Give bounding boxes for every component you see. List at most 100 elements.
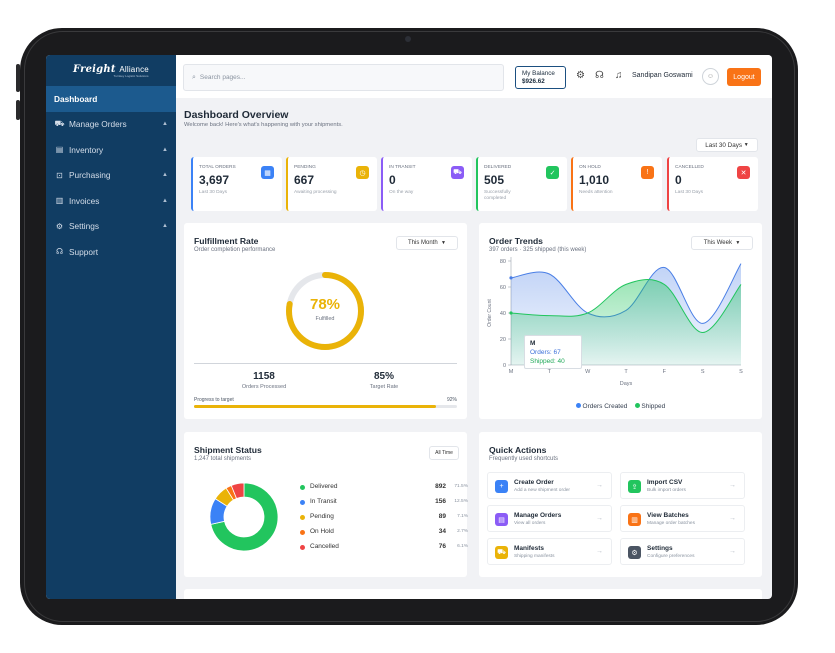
stat-sub: On the way <box>389 190 414 195</box>
sidebar-item-inventory[interactable]: ▤ Inventory ▲ <box>46 137 176 163</box>
avatar[interactable]: ☺ <box>702 68 719 85</box>
chevron-up-icon: ▲ <box>162 197 168 204</box>
stat-sub: Last 30 Days <box>675 190 703 195</box>
stat-label: Cancelled <box>675 165 704 170</box>
chevron-up-icon: ▲ <box>162 146 168 153</box>
arrow-right-icon: → <box>596 515 603 522</box>
stat-card-pending[interactable]: Pending 667 Awaiting processing ◷ <box>286 157 377 211</box>
legend-item: Cancelled 76 6.1% <box>300 543 470 553</box>
processed-label: Orders Processed <box>241 384 287 390</box>
legend-dot <box>300 485 305 490</box>
stat-label: Delivered <box>484 165 512 170</box>
shipment-range-badge[interactable]: All Time <box>429 446 459 460</box>
x-tick-label: F <box>663 369 667 375</box>
fulfillment-caption: Fulfilled <box>315 316 335 322</box>
fulfillment-range-dropdown[interactable]: This Month ▼ <box>396 236 458 250</box>
sidebar-item-label: Invoices <box>69 195 100 206</box>
manage-orders-button[interactable]: ▤ Manage Orders View all orders → <box>487 505 612 532</box>
legend-item: Delivered 892 71.5% <box>300 483 470 493</box>
sidebar-item-label: Purchasing <box>69 170 111 181</box>
search-input[interactable]: ⌕ Search pages... <box>183 64 504 91</box>
sidebar-item-label: Dashboard <box>54 93 98 104</box>
bell-icon[interactable]: ♫ <box>615 70 623 81</box>
range-value: Last 30 Days <box>705 141 743 149</box>
balance-widget[interactable]: My Balance $926.62 <box>515 66 566 89</box>
brand-logo[interactable]: Freight Alliance Turnkey Logistic Soluti… <box>46 55 176 86</box>
sidebar-item-purchasing[interactable]: ⊡ Purchasing ▲ <box>46 163 176 189</box>
screen: Freight Alliance Turnkey Logistic Soluti… <box>46 55 772 599</box>
action-title: Import CSV <box>647 479 683 486</box>
stat-card-on-hold[interactable]: On Hold 1,010 Needs attention ! <box>571 157 662 211</box>
legend-shipped: Shipped <box>641 403 666 410</box>
stat-sub: Successfully completed <box>484 190 511 201</box>
action-sub: View all orders <box>514 521 546 526</box>
action-sub: Shipping manifests <box>514 554 555 559</box>
legend-name: Pending <box>310 513 334 520</box>
view-batches-button[interactable]: ▥ View Batches Manage order batches → <box>620 505 745 532</box>
sidebar-item-invoices[interactable]: ▥ Invoices ▲ <box>46 188 176 214</box>
upload-icon: ⇪ <box>628 480 641 493</box>
stat-label: Total Orders <box>199 165 236 170</box>
stat-card-total-orders[interactable]: Total Orders 3,697 Last 30 Days ▦ <box>191 157 282 211</box>
legend-name: On Hold <box>310 528 334 535</box>
x-tick-label: S <box>739 369 743 375</box>
sidebar-item-support[interactable]: ☊ Support <box>46 239 176 265</box>
x-tick-label: T <box>548 369 552 375</box>
arrow-right-icon: → <box>729 482 736 489</box>
trends-range-dropdown[interactable]: This Week ▼ <box>691 236 753 250</box>
donut-slice-4 <box>230 482 245 499</box>
sidebar-item-label: Support <box>69 246 99 257</box>
document-icon: ▥ <box>628 513 641 526</box>
shipment-donut <box>209 482 279 552</box>
tablet-bezel <box>24 31 795 622</box>
bag-icon: ⊡ <box>56 170 63 180</box>
stat-card-delivered[interactable]: Delivered 505 Successfully completed ✓ <box>476 157 567 211</box>
sidebar-item-label: Manage Orders <box>69 119 127 130</box>
shipment-status-card: Shipment Status 1,247 total shipments Al… <box>184 432 470 577</box>
balance-value: $926.62 <box>522 77 545 85</box>
close-icon: ✕ <box>737 166 750 179</box>
stat-label: On Hold <box>579 165 601 170</box>
fulfillment-subtitle: Order completion performance <box>194 247 276 253</box>
legend-dot-created <box>575 403 581 408</box>
user-name[interactable]: Sandipan Goswami <box>632 72 693 79</box>
legend-name: Cancelled <box>310 543 339 550</box>
logout-button[interactable]: Logout <box>727 68 761 86</box>
tablet-side-button <box>16 100 20 120</box>
cart-icon: ▤ <box>495 513 508 526</box>
quick-actions-card: Quick Actions Frequently used shortcuts … <box>479 432 762 577</box>
import-csv-button[interactable]: ⇪ Import CSV Bulk import orders → <box>620 472 745 499</box>
brand-name-2: Alliance <box>119 64 149 74</box>
x-axis-label: Days <box>620 381 633 387</box>
legend-value: 892 <box>435 483 446 490</box>
manifests-button[interactable]: ⛟ Manifests Shipping manifests → <box>487 538 612 565</box>
stat-card-in-transit[interactable]: In Transit 0 On the way ⛟ <box>381 157 472 211</box>
tooltip-day: M <box>530 340 536 347</box>
sidebar-item-settings[interactable]: ⚙ Settings ▲ <box>46 214 176 240</box>
stat-card-cancelled[interactable]: Cancelled 0 Last 30 Days ✕ <box>667 157 758 211</box>
action-title: Create Order <box>514 479 554 486</box>
headset-icon[interactable]: ☊ <box>595 70 604 81</box>
sidebar-item-manage-orders[interactable]: ⛟ Manage Orders ▲ <box>46 112 176 138</box>
sidebar-item-dashboard[interactable]: Dashboard <box>46 86 176 112</box>
range-dropdown[interactable]: Last 30 Days ▼ <box>696 138 758 152</box>
sidebar: Freight Alliance Turnkey Logistic Soluti… <box>46 55 176 599</box>
action-title: Manage Orders <box>514 512 562 519</box>
legend-dot <box>300 545 305 550</box>
brand-tagline: Turnkey Logistic Solutions <box>113 73 149 78</box>
settings-button[interactable]: ⚙ Settings Configure preferences → <box>620 538 745 565</box>
truck-icon: ⛟ <box>451 166 464 179</box>
create-order-button[interactable]: + Create Order Add a new shipment order … <box>487 472 612 499</box>
legend-pct: 71.5% <box>454 484 468 489</box>
action-title: Settings <box>647 545 673 552</box>
calendar-icon: ▦ <box>261 166 274 179</box>
trends-range: This Week <box>703 240 732 246</box>
processed-value: 1158 <box>253 371 275 382</box>
y-axis-label: Order Count <box>487 299 493 327</box>
plus-icon: + <box>495 480 508 493</box>
box-icon: ▤ <box>55 145 64 155</box>
gear-icon[interactable]: ⚙ <box>576 70 585 81</box>
x-tick-label: T <box>624 369 628 375</box>
chevron-down-icon: ▼ <box>441 240 446 246</box>
stat-value: 0 <box>675 173 682 187</box>
